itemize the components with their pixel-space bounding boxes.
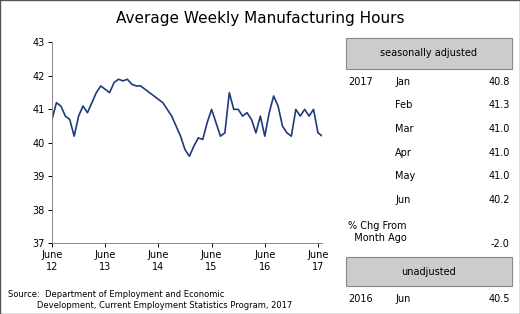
Text: 2016: 2016 [348,294,373,304]
Text: -2.0: -2.0 [491,239,510,249]
Text: Source:  Department of Employment and Economic: Source: Department of Employment and Eco… [8,290,224,300]
Text: 41.0: 41.0 [488,124,510,134]
Text: Mar: Mar [395,124,414,134]
Text: unadjusted: unadjusted [401,267,457,277]
Text: 41.0: 41.0 [488,171,510,181]
Text: May: May [395,171,415,181]
Text: Apr: Apr [395,148,412,158]
Text: Jun: Jun [395,195,411,205]
Text: Development, Current Employment Statistics Program, 2017: Development, Current Employment Statisti… [8,301,292,311]
Text: 40.8: 40.8 [488,77,510,87]
Text: 2017: 2017 [348,77,373,87]
Text: seasonally adjusted: seasonally adjusted [381,48,477,58]
Text: 41.0: 41.0 [488,148,510,158]
Text: 41.3: 41.3 [488,100,510,111]
Text: % Chg From
  Month Ago: % Chg From Month Ago [348,221,407,243]
Text: Average Weekly Manufacturing Hours: Average Weekly Manufacturing Hours [116,11,404,26]
Text: Feb: Feb [395,100,412,111]
Text: Jan: Jan [395,77,410,87]
Text: 40.5: 40.5 [488,294,510,304]
Text: Jun: Jun [395,294,411,304]
Text: 40.2: 40.2 [488,195,510,205]
